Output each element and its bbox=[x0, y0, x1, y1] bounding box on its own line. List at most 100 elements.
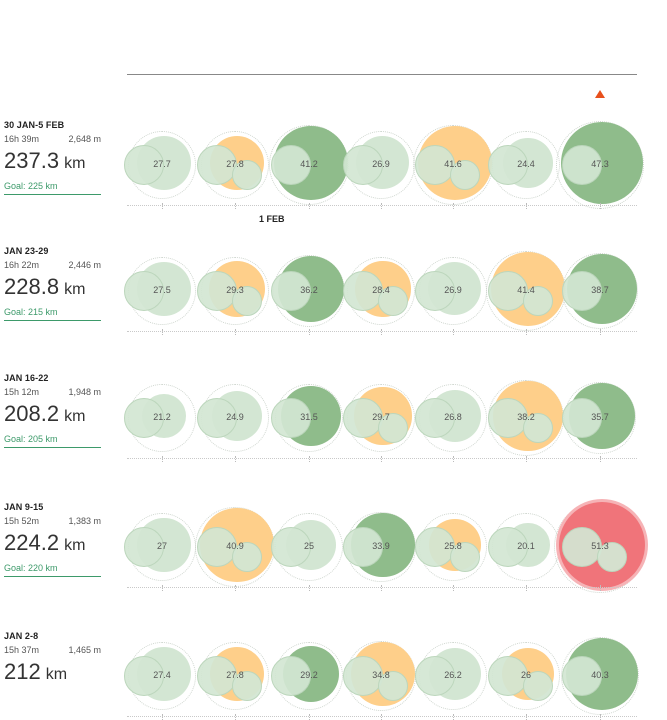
day-tick bbox=[526, 585, 527, 591]
week-distance: 224.2 km bbox=[4, 530, 85, 556]
activity-bubble-small bbox=[343, 271, 383, 311]
activity-bubble-small bbox=[562, 527, 602, 567]
day-distance-label: 41.2 bbox=[300, 159, 318, 169]
activity-bubble-small bbox=[415, 145, 455, 185]
day-distance-label: 40.3 bbox=[591, 670, 609, 680]
activity-bubble-small bbox=[597, 542, 627, 572]
day-distance-label: 26.9 bbox=[444, 285, 462, 295]
distance-unit: km bbox=[45, 666, 68, 683]
day-tick bbox=[309, 456, 310, 462]
activity-bubble-small bbox=[124, 398, 164, 438]
day-distance-label: 28.4 bbox=[372, 285, 390, 295]
activity-bubble-small bbox=[232, 286, 262, 316]
day-distance-label: 25 bbox=[303, 541, 314, 551]
month-marker-label: 1 FEB bbox=[259, 214, 285, 224]
day-distance-label: 31.5 bbox=[300, 412, 318, 422]
day-tick bbox=[526, 714, 527, 720]
activity-bubble-small bbox=[488, 527, 528, 567]
day-distance-label: 29.2 bbox=[300, 670, 318, 680]
day-distance-label: 51.3 bbox=[591, 541, 609, 551]
elevation-gain: 1,383 m bbox=[68, 516, 101, 526]
activity-bubble-small bbox=[232, 671, 262, 701]
day-distance-label: 26.2 bbox=[444, 670, 462, 680]
activity-bubble-small bbox=[488, 145, 528, 185]
activity-bubble-small bbox=[271, 527, 311, 567]
day-distance-label: 26.8 bbox=[444, 412, 462, 422]
day-distance-label: 27.4 bbox=[153, 670, 171, 680]
week-baseline bbox=[127, 331, 637, 332]
distance-value: 208.2 bbox=[4, 401, 60, 426]
day-tick bbox=[235, 714, 236, 720]
activity-bubble-small bbox=[124, 145, 164, 185]
day-tick bbox=[235, 456, 236, 462]
week-baseline bbox=[127, 587, 637, 588]
activity-bubble-small bbox=[124, 527, 164, 567]
activity-bubble-small bbox=[488, 398, 528, 438]
activity-bubble-small bbox=[343, 145, 383, 185]
day-tick bbox=[600, 203, 601, 209]
day-tick bbox=[600, 585, 601, 591]
activity-bubble-small bbox=[343, 656, 383, 696]
current-week-divider bbox=[127, 74, 637, 75]
activity-bubble-small bbox=[562, 398, 602, 438]
day-tick bbox=[453, 714, 454, 720]
day-tick bbox=[453, 203, 454, 209]
moving-time: 16h 22m bbox=[4, 260, 40, 270]
elevation-gain: 2,648 m bbox=[68, 134, 101, 144]
activity-bubble-small bbox=[124, 271, 164, 311]
weekly-goal: Goal: 225 km bbox=[4, 181, 101, 195]
day-tick bbox=[235, 585, 236, 591]
day-tick bbox=[309, 585, 310, 591]
week-date-range: JAN 9-15 bbox=[4, 502, 44, 512]
distance-value: 224.2 bbox=[4, 530, 60, 555]
distance-unit: km bbox=[64, 281, 86, 298]
day-ring bbox=[554, 501, 646, 593]
day-tick bbox=[309, 329, 310, 335]
day-distance-label: 34.8 bbox=[372, 670, 390, 680]
day-tick bbox=[453, 585, 454, 591]
day-tick bbox=[453, 456, 454, 462]
day-tick bbox=[526, 456, 527, 462]
day-tick bbox=[162, 329, 163, 335]
weekly-goal: Goal: 205 km bbox=[4, 434, 101, 448]
day-tick bbox=[162, 585, 163, 591]
day-tick bbox=[526, 329, 527, 335]
activity-bubble-small bbox=[378, 671, 408, 701]
day-tick bbox=[162, 456, 163, 462]
activity-bubble-small bbox=[450, 542, 480, 572]
day-tick bbox=[381, 714, 382, 720]
activity-bubble-small bbox=[562, 145, 602, 185]
day-ring bbox=[555, 120, 645, 210]
activity-bubble-small bbox=[232, 160, 262, 190]
day-distance-label: 27 bbox=[156, 541, 167, 551]
day-distance-label: 38.2 bbox=[517, 412, 535, 422]
activity-bubble-small bbox=[343, 527, 383, 567]
day-tick bbox=[600, 456, 601, 462]
day-distance-label: 47.3 bbox=[591, 159, 609, 169]
week-distance: 212 km bbox=[4, 659, 67, 685]
day-distance-label: 27.8 bbox=[226, 159, 244, 169]
day-tick bbox=[600, 329, 601, 335]
day-tick bbox=[381, 329, 382, 335]
day-tick bbox=[309, 203, 310, 209]
activity-bubble-small bbox=[523, 413, 553, 443]
day-distance-label: 26 bbox=[520, 670, 531, 680]
day-distance-label: 36.2 bbox=[300, 285, 318, 295]
distance-value: 212 bbox=[4, 659, 41, 684]
activity-bubble-small bbox=[197, 145, 237, 185]
day-distance-label: 41.6 bbox=[444, 159, 462, 169]
day-tick bbox=[381, 203, 382, 209]
activity-bubble-small bbox=[378, 286, 408, 316]
day-distance-label: 24.9 bbox=[226, 412, 244, 422]
week-date-range: JAN 23-29 bbox=[4, 246, 49, 256]
activity-bubble-small bbox=[562, 271, 602, 311]
day-tick bbox=[600, 714, 601, 720]
day-distance-label: 29.3 bbox=[226, 285, 244, 295]
day-tick bbox=[381, 456, 382, 462]
activity-bubble-small bbox=[271, 656, 311, 696]
day-tick bbox=[235, 203, 236, 209]
activity-bubble-small bbox=[523, 671, 553, 701]
day-distance-label: 27.7 bbox=[153, 159, 171, 169]
distance-unit: km bbox=[64, 408, 86, 425]
day-tick bbox=[309, 714, 310, 720]
